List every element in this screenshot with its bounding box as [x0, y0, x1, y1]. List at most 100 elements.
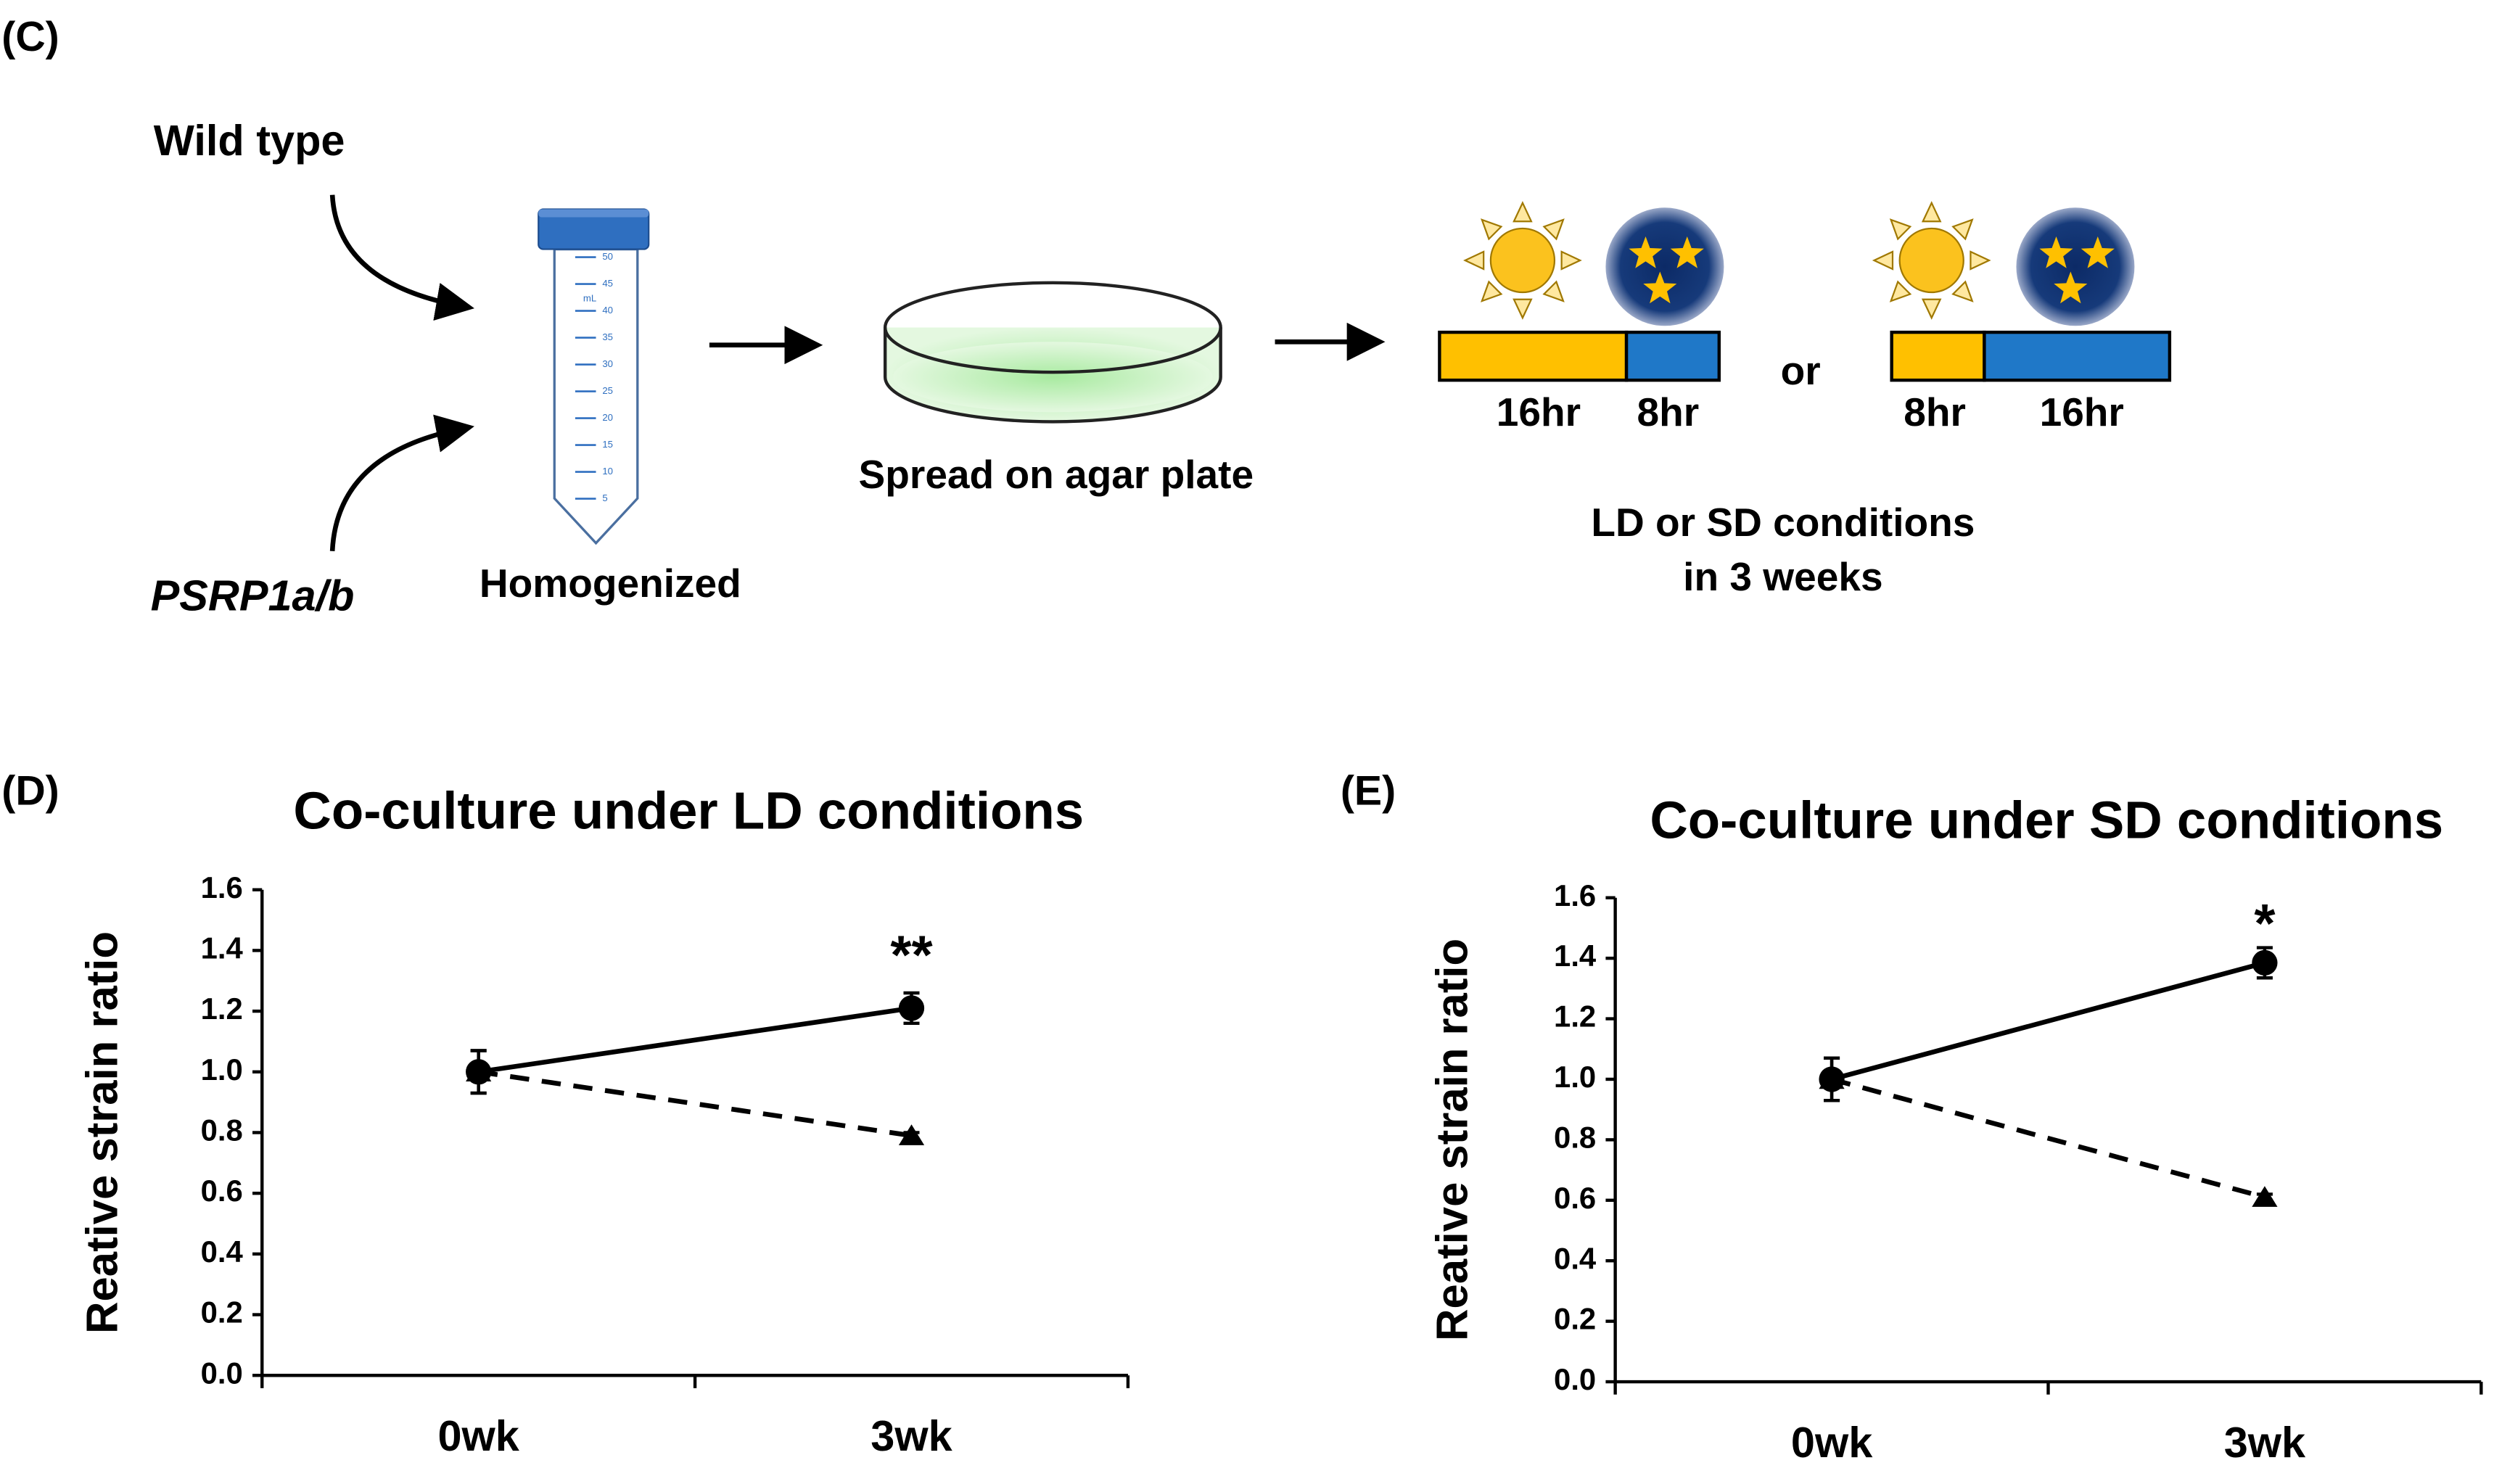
series-line	[1831, 1076, 2265, 1200]
sun-ray	[1872, 250, 1894, 271]
sun-ray	[1513, 298, 1533, 320]
panel-label: (C)	[1, 14, 59, 60]
star	[2054, 271, 2088, 304]
arrow	[329, 414, 474, 551]
y-axis-label: Reative strain ratio	[78, 931, 128, 1334]
y-tick-label: 1.2	[1554, 999, 1596, 1034]
y-tick-label: 0.4	[201, 1234, 244, 1269]
star	[1629, 236, 1663, 268]
input-label: Wild type	[154, 116, 345, 165]
y-tick-label: 0.2	[201, 1295, 243, 1330]
sun-ray	[1560, 250, 1582, 271]
tube-scale-label: 35	[602, 331, 613, 342]
sun-ray	[1463, 250, 1485, 271]
sun-ray	[1889, 218, 1912, 241]
period-label: 8hr	[1637, 389, 1699, 434]
sun-ray	[1921, 201, 1942, 223]
x-tick-label: 3wk	[871, 1411, 952, 1460]
period-label: 8hr	[1904, 389, 1966, 434]
night	[2016, 207, 2135, 326]
chart-title: Co-culture under LD conditions	[293, 781, 1084, 840]
sun	[1898, 227, 1964, 294]
y-tick-label: 0.4	[1554, 1241, 1597, 1275]
sun-ray	[1921, 298, 1942, 320]
x-tick-label: 3wk	[2224, 1418, 2306, 1467]
marker	[898, 995, 925, 1021]
series-line	[478, 1005, 912, 1075]
x-tick-label: 0wk	[437, 1411, 519, 1460]
y-tick-label: 1.6	[1554, 878, 1596, 912]
y-tick-label: 1.4	[1554, 939, 1597, 973]
y-tick-label: 0.8	[201, 1113, 243, 1147]
sun-ray	[1542, 280, 1565, 302]
y-axis-label: Reative strain ratio	[1428, 939, 1478, 1341]
condition-label: LD or SD conditions	[1591, 500, 1975, 545]
light-period	[1438, 330, 1629, 382]
series-line	[478, 1069, 912, 1138]
tube-scale-label: 25	[602, 385, 613, 396]
condition-label: in 3 weeks	[1683, 554, 1882, 599]
tube-scale-label: 15	[602, 439, 613, 450]
y-tick-label: 0.2	[1554, 1302, 1596, 1336]
marker	[2252, 1186, 2278, 1207]
dark-period	[1983, 330, 2172, 382]
period-label: 16hr	[1497, 389, 1581, 434]
y-tick-label: 0.0	[201, 1356, 243, 1390]
sun-ray	[1889, 280, 1912, 302]
star	[2039, 236, 2073, 268]
arrow	[329, 194, 474, 321]
panel-label: (D)	[1, 768, 59, 815]
x-tick-label: 0wk	[1791, 1418, 1873, 1467]
sun-ray	[1481, 280, 1503, 302]
star	[1643, 271, 1677, 304]
sun-ray	[1951, 218, 1974, 241]
y-tick-label: 0.8	[1554, 1120, 1596, 1154]
star	[2081, 236, 2115, 268]
tube: 50 45 40 35 30 25 20 15 10 5 mL	[538, 208, 650, 545]
chart-title: Co-culture under SD conditions	[1650, 791, 2443, 850]
tube-scale-label: 50	[602, 251, 613, 262]
tube-unit: mL	[583, 292, 596, 303]
tube-scale-label: 20	[602, 412, 613, 423]
input-label: PSRP1a/b	[151, 572, 355, 620]
y-tick-label: 1.4	[201, 931, 244, 965]
marker	[2252, 949, 2278, 976]
y-tick-label: 1.0	[1554, 1060, 1596, 1094]
tube-scale-label: 45	[602, 278, 613, 289]
star	[1670, 236, 1704, 268]
series-line	[1831, 960, 2265, 1082]
y-tick-label: 1.0	[201, 1052, 243, 1087]
y-tick-label: 1.2	[201, 992, 243, 1026]
diagram: (C) Wild type PSRP1a/b 50 45 40 35 30 25 20 15 1…	[1, 14, 2172, 620]
panel-label: (E)	[1341, 768, 1396, 815]
or-label: or	[1781, 348, 1821, 393]
light-period	[1890, 330, 1986, 382]
marker	[466, 1060, 492, 1082]
sun	[1489, 227, 1556, 294]
y-tick-label: 1.6	[201, 870, 243, 904]
dark-period	[1624, 330, 1721, 382]
tube-scale-label: 5	[602, 492, 607, 503]
sun-ray	[1970, 250, 1991, 271]
petri-dish	[883, 281, 1222, 424]
marker	[1819, 1068, 1845, 1089]
step-label: Spread on agar plate	[859, 452, 1254, 497]
y-tick-label: 0.0	[1554, 1362, 1596, 1396]
night	[1605, 207, 1724, 326]
tube-scale-label: 10	[602, 466, 613, 477]
period-label: 16hr	[2040, 389, 2124, 434]
step-label: Homogenized	[480, 561, 741, 606]
sun-ray	[1542, 218, 1565, 241]
sun-ray	[1481, 218, 1503, 241]
sun-ray	[1951, 280, 1974, 302]
sun-ray	[1513, 201, 1533, 223]
tube-scale-label: 30	[602, 358, 613, 369]
annotation: **	[890, 925, 933, 986]
y-tick-label: 0.6	[201, 1174, 243, 1208]
y-tick-label: 0.6	[1554, 1181, 1596, 1215]
tube-scale-label: 40	[602, 305, 613, 316]
annotation: *	[2254, 893, 2276, 954]
marker	[898, 1124, 925, 1145]
